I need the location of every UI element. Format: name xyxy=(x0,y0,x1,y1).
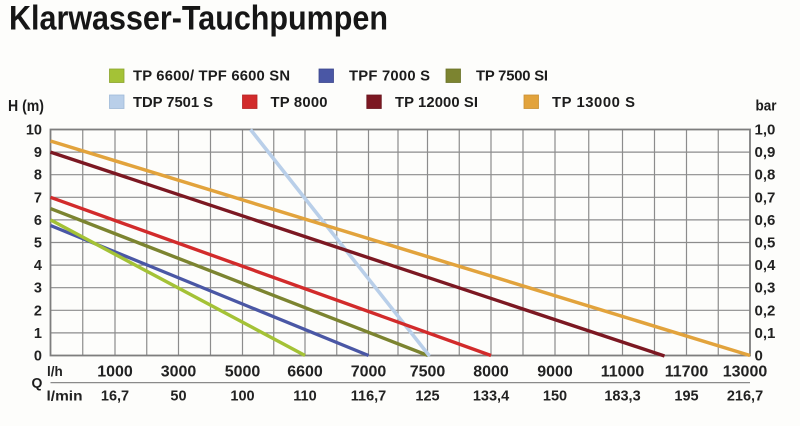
svg-text:11000: 11000 xyxy=(601,364,645,381)
svg-text:TDP 7501 S: TDP 7501 S xyxy=(133,95,213,111)
svg-text:bar: bar xyxy=(756,98,777,115)
svg-text:195: 195 xyxy=(674,389,698,405)
svg-text:11700: 11700 xyxy=(665,364,709,381)
svg-text:0: 0 xyxy=(34,349,42,365)
svg-text:1,0: 1,0 xyxy=(755,122,776,139)
svg-text:0,6: 0,6 xyxy=(755,212,776,229)
svg-text:7000: 7000 xyxy=(351,364,387,381)
svg-text:0,4: 0,4 xyxy=(755,257,777,274)
svg-text:50: 50 xyxy=(170,389,186,405)
svg-text:0,1: 0,1 xyxy=(755,325,776,342)
svg-text:TP 6600/ TPF 6600 SN: TP 6600/ TPF 6600 SN xyxy=(133,69,290,85)
svg-text:8: 8 xyxy=(34,168,42,184)
svg-text:Klarwasser-Tauchpumpen: Klarwasser-Tauchpumpen xyxy=(9,0,388,38)
svg-text:0,8: 0,8 xyxy=(755,167,776,184)
svg-text:3000: 3000 xyxy=(161,364,197,381)
svg-text:0,3: 0,3 xyxy=(755,280,776,297)
svg-text:5: 5 xyxy=(34,236,42,252)
svg-text:9000: 9000 xyxy=(537,364,573,381)
svg-text:3: 3 xyxy=(34,281,42,297)
svg-text:116,7: 116,7 xyxy=(351,389,387,405)
svg-text:133,4: 133,4 xyxy=(473,389,509,405)
svg-text:7: 7 xyxy=(34,190,42,206)
svg-text:H (m): H (m) xyxy=(8,98,44,115)
svg-text:0,5: 0,5 xyxy=(755,235,776,252)
svg-text:9: 9 xyxy=(34,145,42,161)
svg-text:1000: 1000 xyxy=(97,364,133,381)
svg-text:TP 13000 S: TP 13000 S xyxy=(552,95,635,111)
svg-text:0: 0 xyxy=(755,348,763,365)
svg-text:8000: 8000 xyxy=(473,364,509,381)
svg-text:1: 1 xyxy=(34,326,42,342)
svg-text:0,7: 0,7 xyxy=(755,189,776,206)
svg-text:6: 6 xyxy=(34,213,42,229)
svg-text:TP 8000: TP 8000 xyxy=(271,95,328,111)
svg-text:110: 110 xyxy=(293,389,316,405)
svg-text:TP 7500 SI: TP 7500 SI xyxy=(476,69,548,85)
svg-text:10: 10 xyxy=(26,123,42,139)
svg-text:2: 2 xyxy=(34,303,42,319)
svg-text:l/h: l/h xyxy=(47,364,63,379)
svg-text:l/min: l/min xyxy=(47,389,83,404)
svg-text:16,7: 16,7 xyxy=(101,389,129,405)
svg-text:TPF 7000 S: TPF 7000 S xyxy=(349,69,430,85)
svg-text:7500: 7500 xyxy=(410,364,446,381)
svg-text:100: 100 xyxy=(230,389,254,405)
svg-text:TP 12000 SI: TP 12000 SI xyxy=(395,95,478,111)
svg-text:6600: 6600 xyxy=(287,364,323,381)
svg-text:4: 4 xyxy=(34,258,42,274)
svg-text:183,3: 183,3 xyxy=(604,389,640,405)
svg-text:125: 125 xyxy=(415,389,439,405)
svg-text:0,9: 0,9 xyxy=(755,144,776,161)
svg-text:13000: 13000 xyxy=(723,364,768,381)
svg-text:Q: Q xyxy=(32,375,43,391)
svg-text:0,2: 0,2 xyxy=(755,302,776,319)
svg-text:216,7: 216,7 xyxy=(727,389,763,405)
svg-text:5000: 5000 xyxy=(225,364,261,381)
svg-text:150: 150 xyxy=(543,389,567,405)
